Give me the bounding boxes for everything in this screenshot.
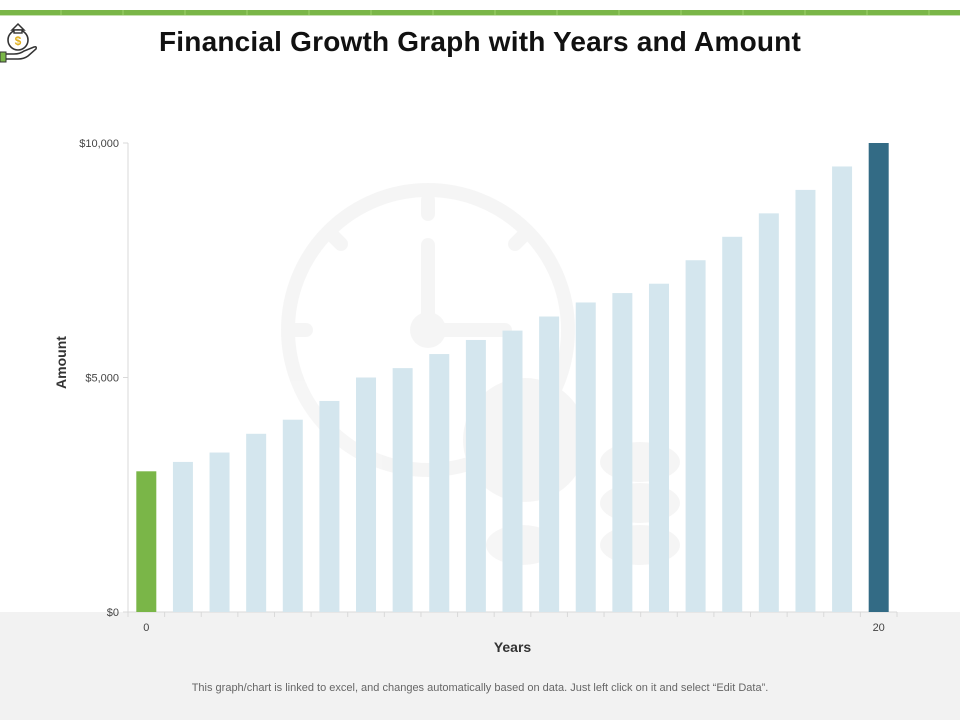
bar-17 — [758, 213, 779, 612]
bar-8 — [429, 354, 450, 612]
top-accent-stripe — [0, 10, 960, 15]
bar-4 — [282, 419, 303, 612]
bar-20 — [868, 143, 889, 612]
bar-3 — [246, 433, 267, 612]
chart-footer-band — [0, 612, 960, 720]
bar-11 — [539, 316, 560, 612]
bar-1 — [172, 461, 193, 612]
y-tick-label: $10,000 — [79, 138, 119, 150]
chart-footnote: This graph/chart is linked to excel, and… — [191, 682, 769, 694]
money-bag-hand-icon: $ — [0, 20, 42, 64]
bar-10 — [502, 330, 523, 612]
bar-5 — [319, 400, 340, 612]
page-title: Financial Growth Graph with Years and Am… — [159, 26, 801, 57]
x-axis-title: Years — [494, 639, 532, 655]
bar-12 — [575, 302, 596, 612]
bar-14 — [648, 283, 669, 612]
svg-text:$: $ — [15, 34, 22, 48]
bar-16 — [722, 236, 743, 613]
y-tick-label: $5,000 — [85, 373, 119, 385]
bar-19 — [832, 166, 853, 612]
x-tick-label: 20 — [873, 622, 885, 634]
y-tick-label: $0 — [107, 607, 119, 619]
y-axis-title: Amount — [53, 336, 69, 389]
bar-0 — [136, 471, 157, 612]
bar-18 — [795, 189, 816, 612]
bar-7 — [392, 368, 413, 612]
bar-13 — [612, 293, 633, 612]
top-accent-line — [0, 15, 960, 16]
bar-15 — [685, 260, 706, 612]
bar-9 — [465, 339, 486, 612]
bar-2 — [209, 452, 230, 612]
bar-6 — [356, 377, 377, 612]
x-tick-label: 0 — [143, 622, 149, 634]
